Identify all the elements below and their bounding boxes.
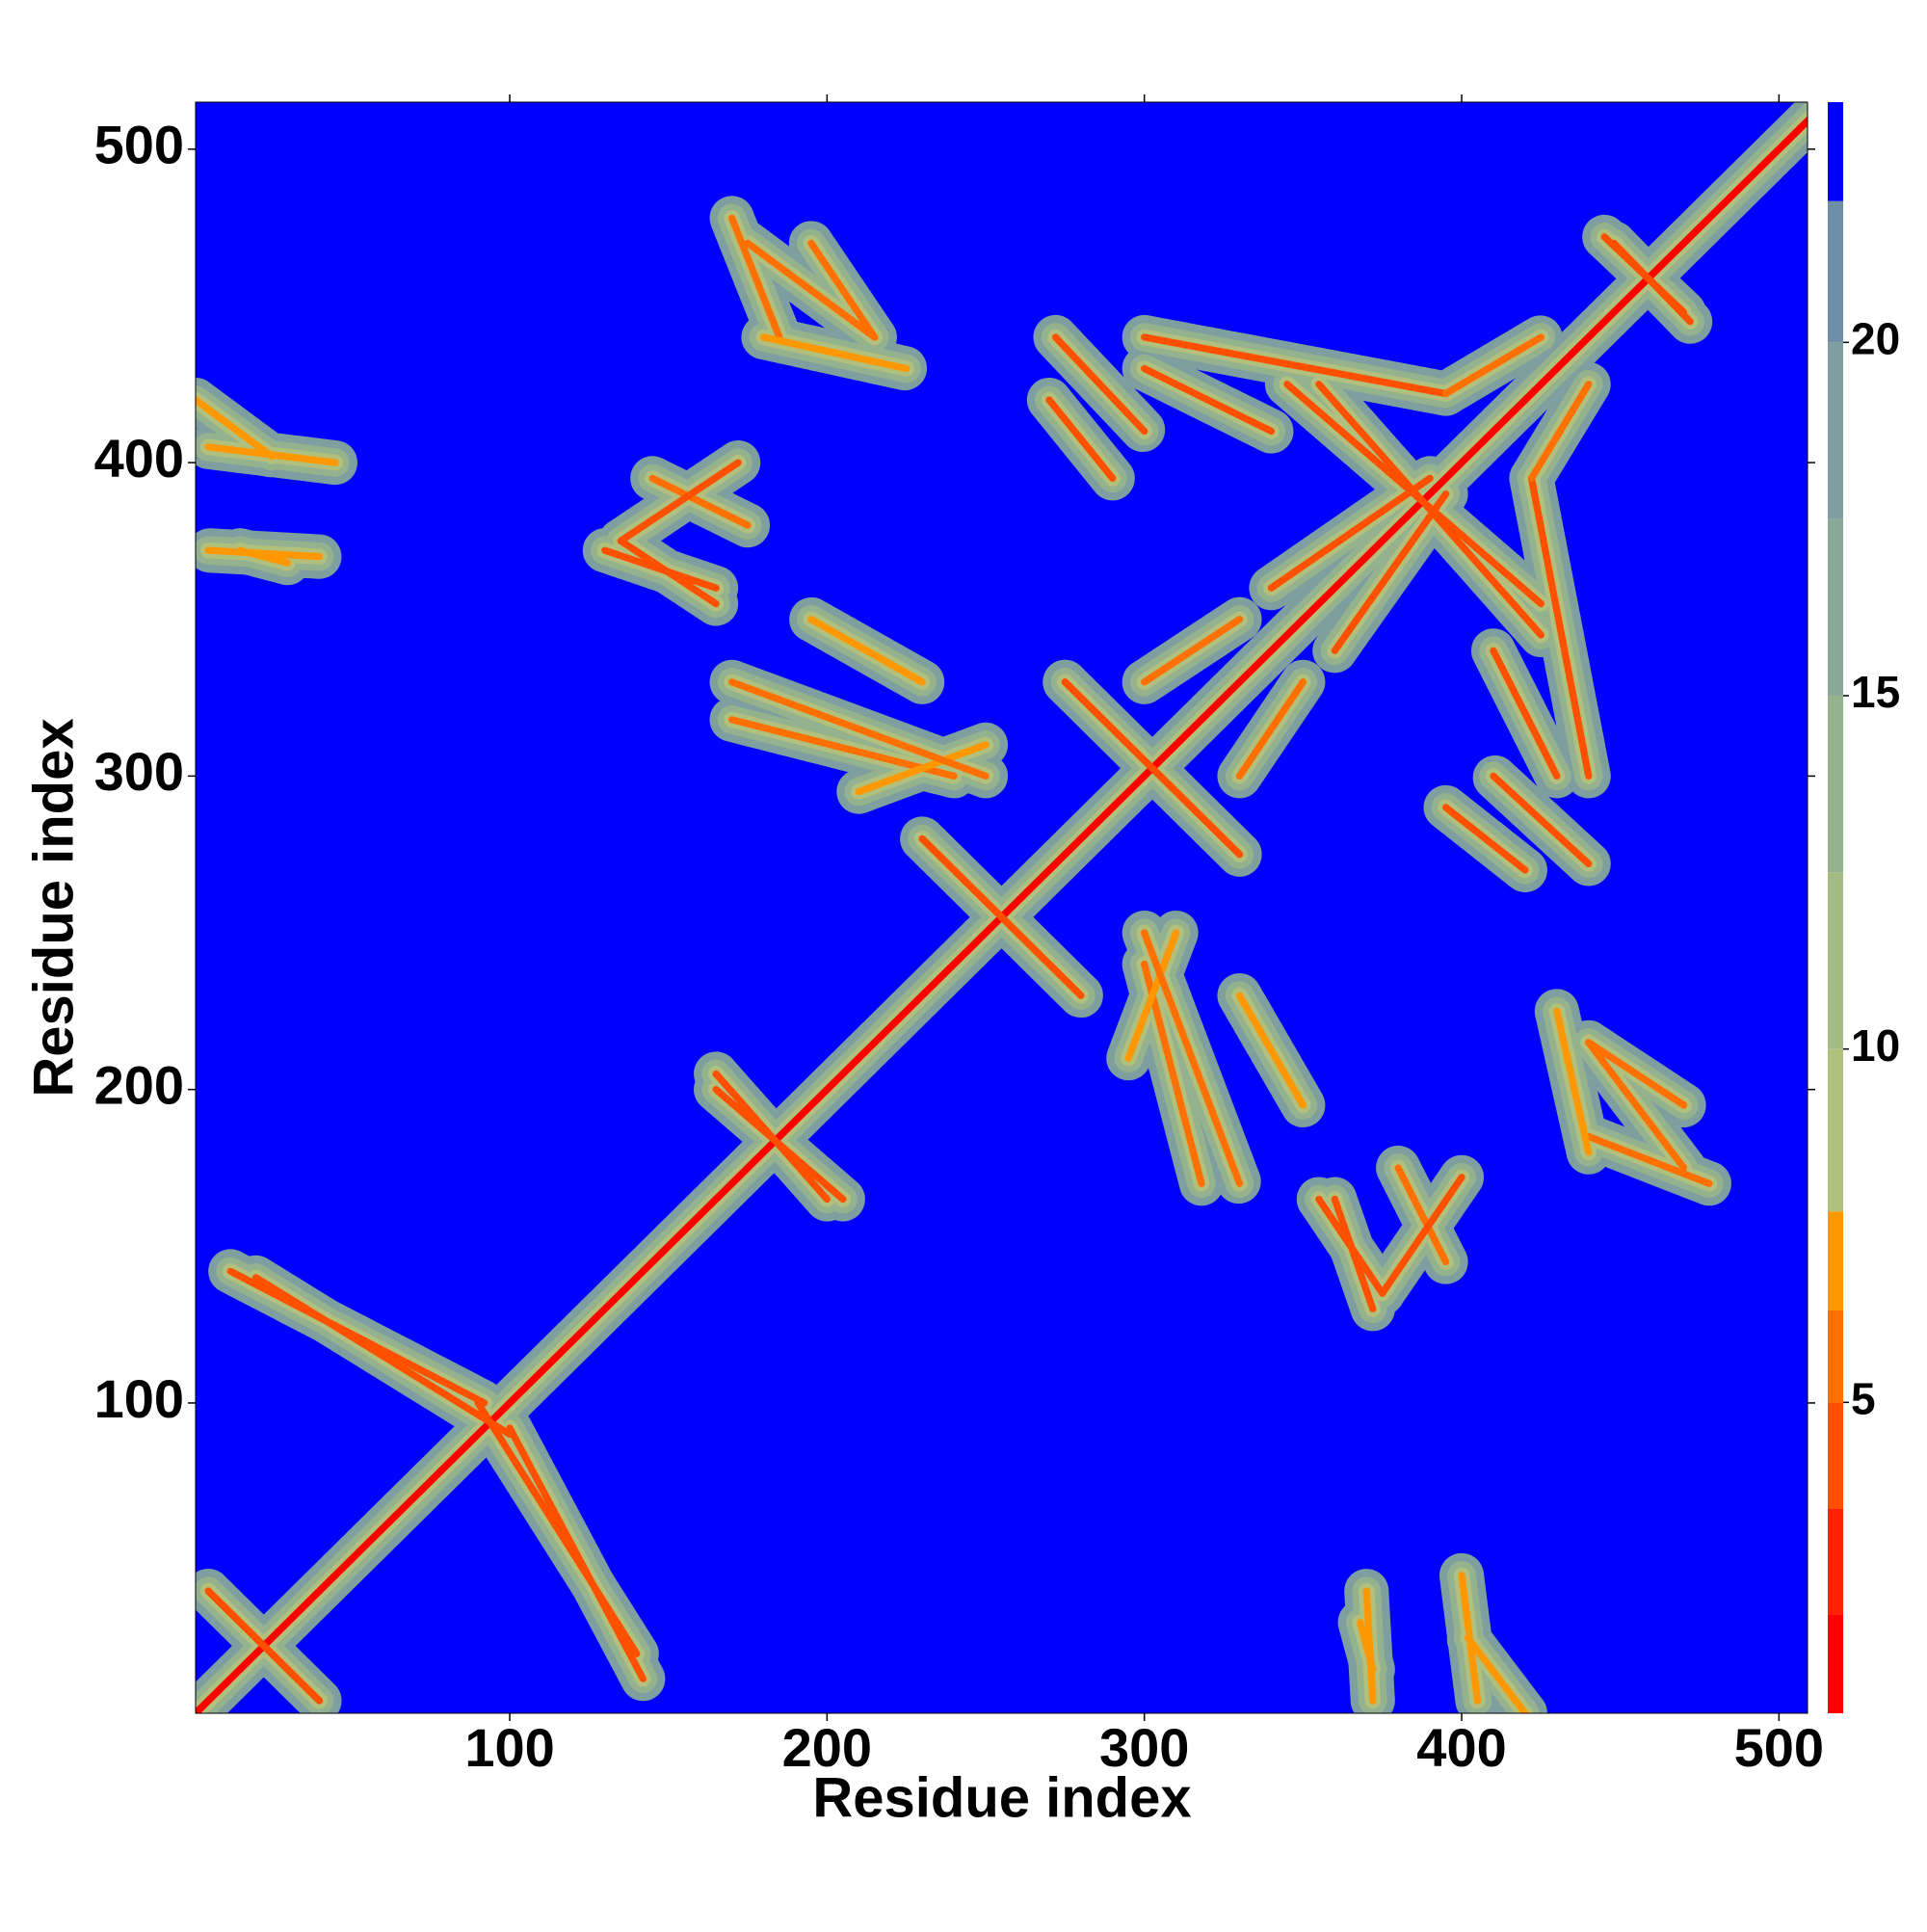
x-tick-label: 500	[1734, 1717, 1824, 1778]
contact	[1045, 396, 1117, 482]
colorbar-band	[1828, 1211, 1843, 1310]
contact	[1585, 1039, 1688, 1172]
contact	[1141, 333, 1450, 398]
contact	[1051, 333, 1148, 436]
contact	[196, 396, 276, 461]
contact	[1362, 1587, 1377, 1705]
contact	[251, 1274, 514, 1439]
contact	[1527, 474, 1593, 781]
contact	[727, 214, 783, 341]
contact	[1141, 364, 1276, 436]
contact	[1458, 1572, 1482, 1705]
contact	[204, 443, 339, 466]
contact	[1235, 992, 1307, 1109]
contact	[807, 239, 879, 341]
contact	[1141, 929, 1244, 1187]
contact	[855, 741, 990, 796]
contact	[1610, 239, 1694, 326]
contact	[1527, 381, 1593, 482]
contact	[1315, 1195, 1386, 1297]
contact	[1379, 1174, 1465, 1297]
x-tick-label: 400	[1416, 1717, 1506, 1778]
x-axis-label: Residue index	[812, 1766, 1191, 1829]
colorbar-band	[1828, 518, 1843, 696]
contact	[474, 1399, 641, 1657]
contact	[1061, 678, 1244, 859]
contact	[196, 116, 1808, 1713]
plot-frame	[195, 101, 1808, 1714]
colorbar-tick-label: 15	[1851, 667, 1900, 717]
contact	[1585, 1039, 1688, 1109]
contact	[1441, 333, 1544, 398]
colorbar-band	[1828, 1310, 1843, 1403]
colorbar-band	[1828, 1402, 1843, 1509]
colorbar-band	[1828, 342, 1843, 519]
colorbar-tick-label: 5	[1851, 1373, 1876, 1423]
colorbar-band	[1828, 1614, 1843, 1713]
contact	[1315, 381, 1544, 639]
contact	[204, 546, 324, 561]
contact	[744, 239, 879, 341]
contact	[712, 1086, 847, 1204]
contact	[1553, 1007, 1593, 1156]
y-tick-label: 200	[94, 1054, 184, 1115]
colorbar-band	[1828, 696, 1843, 873]
contact	[1490, 647, 1561, 781]
y-tick-label: 400	[94, 428, 184, 489]
contact	[1464, 1634, 1529, 1713]
colorbar-band	[1828, 872, 1843, 1049]
x-tick-label: 100	[464, 1717, 554, 1778]
contact	[617, 537, 720, 608]
colorbar-band	[1828, 1048, 1843, 1212]
colorbar-tick-label: 20	[1851, 313, 1900, 363]
y-axis-label: Residue index	[22, 718, 85, 1097]
contact	[1585, 1132, 1713, 1187]
contact	[1331, 490, 1450, 654]
colorbar-tick-label: 10	[1851, 1020, 1900, 1071]
contact	[727, 678, 990, 781]
contact	[204, 1587, 324, 1705]
heatmap	[196, 102, 1808, 1713]
contact	[1235, 678, 1307, 781]
x-tick-label: 200	[782, 1717, 872, 1778]
colorbar-band	[1828, 200, 1843, 343]
contact	[1441, 804, 1529, 874]
contact	[1124, 929, 1180, 1062]
contact	[648, 474, 752, 529]
contact	[1267, 474, 1434, 592]
colorbar-band	[1828, 1508, 1843, 1615]
contact	[807, 616, 926, 686]
contact	[1141, 616, 1244, 686]
colorbar-band	[1828, 102, 1843, 201]
contact	[617, 459, 742, 545]
y-tick-label: 300	[94, 741, 184, 802]
contact	[918, 834, 1085, 999]
contact	[1394, 1164, 1450, 1266]
y-tick-label: 500	[94, 115, 184, 175]
y-tick-label: 100	[94, 1368, 184, 1429]
contact	[1490, 772, 1593, 868]
x-tick-label: 300	[1099, 1717, 1189, 1778]
contact	[759, 333, 911, 373]
